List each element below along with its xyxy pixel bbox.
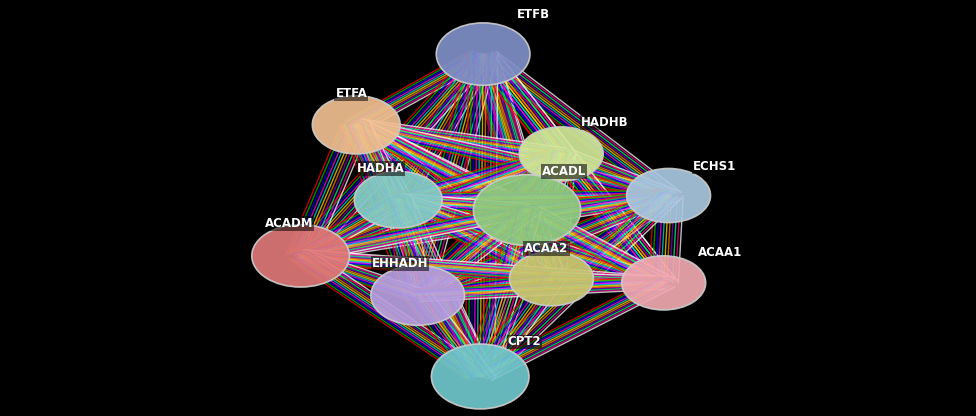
Ellipse shape — [436, 23, 530, 85]
Ellipse shape — [252, 225, 349, 287]
Ellipse shape — [509, 252, 593, 306]
Ellipse shape — [473, 175, 581, 245]
Text: ACAA1: ACAA1 — [698, 246, 742, 259]
Text: ECHS1: ECHS1 — [693, 160, 736, 173]
Text: ACADL: ACADL — [542, 165, 586, 178]
Ellipse shape — [519, 127, 603, 181]
Text: EHHADH: EHHADH — [372, 257, 428, 270]
Text: ACAA2: ACAA2 — [524, 242, 569, 255]
Text: ETFB: ETFB — [517, 8, 550, 21]
Ellipse shape — [431, 344, 529, 409]
Text: HADHA: HADHA — [357, 162, 404, 175]
Text: HADHB: HADHB — [581, 116, 629, 129]
Text: ACADM: ACADM — [264, 217, 313, 230]
Text: ETFA: ETFA — [336, 87, 367, 100]
Ellipse shape — [312, 96, 400, 154]
Ellipse shape — [622, 256, 706, 310]
Ellipse shape — [354, 171, 442, 228]
Ellipse shape — [371, 265, 465, 325]
Text: CPT2: CPT2 — [508, 335, 541, 349]
Ellipse shape — [627, 168, 711, 223]
